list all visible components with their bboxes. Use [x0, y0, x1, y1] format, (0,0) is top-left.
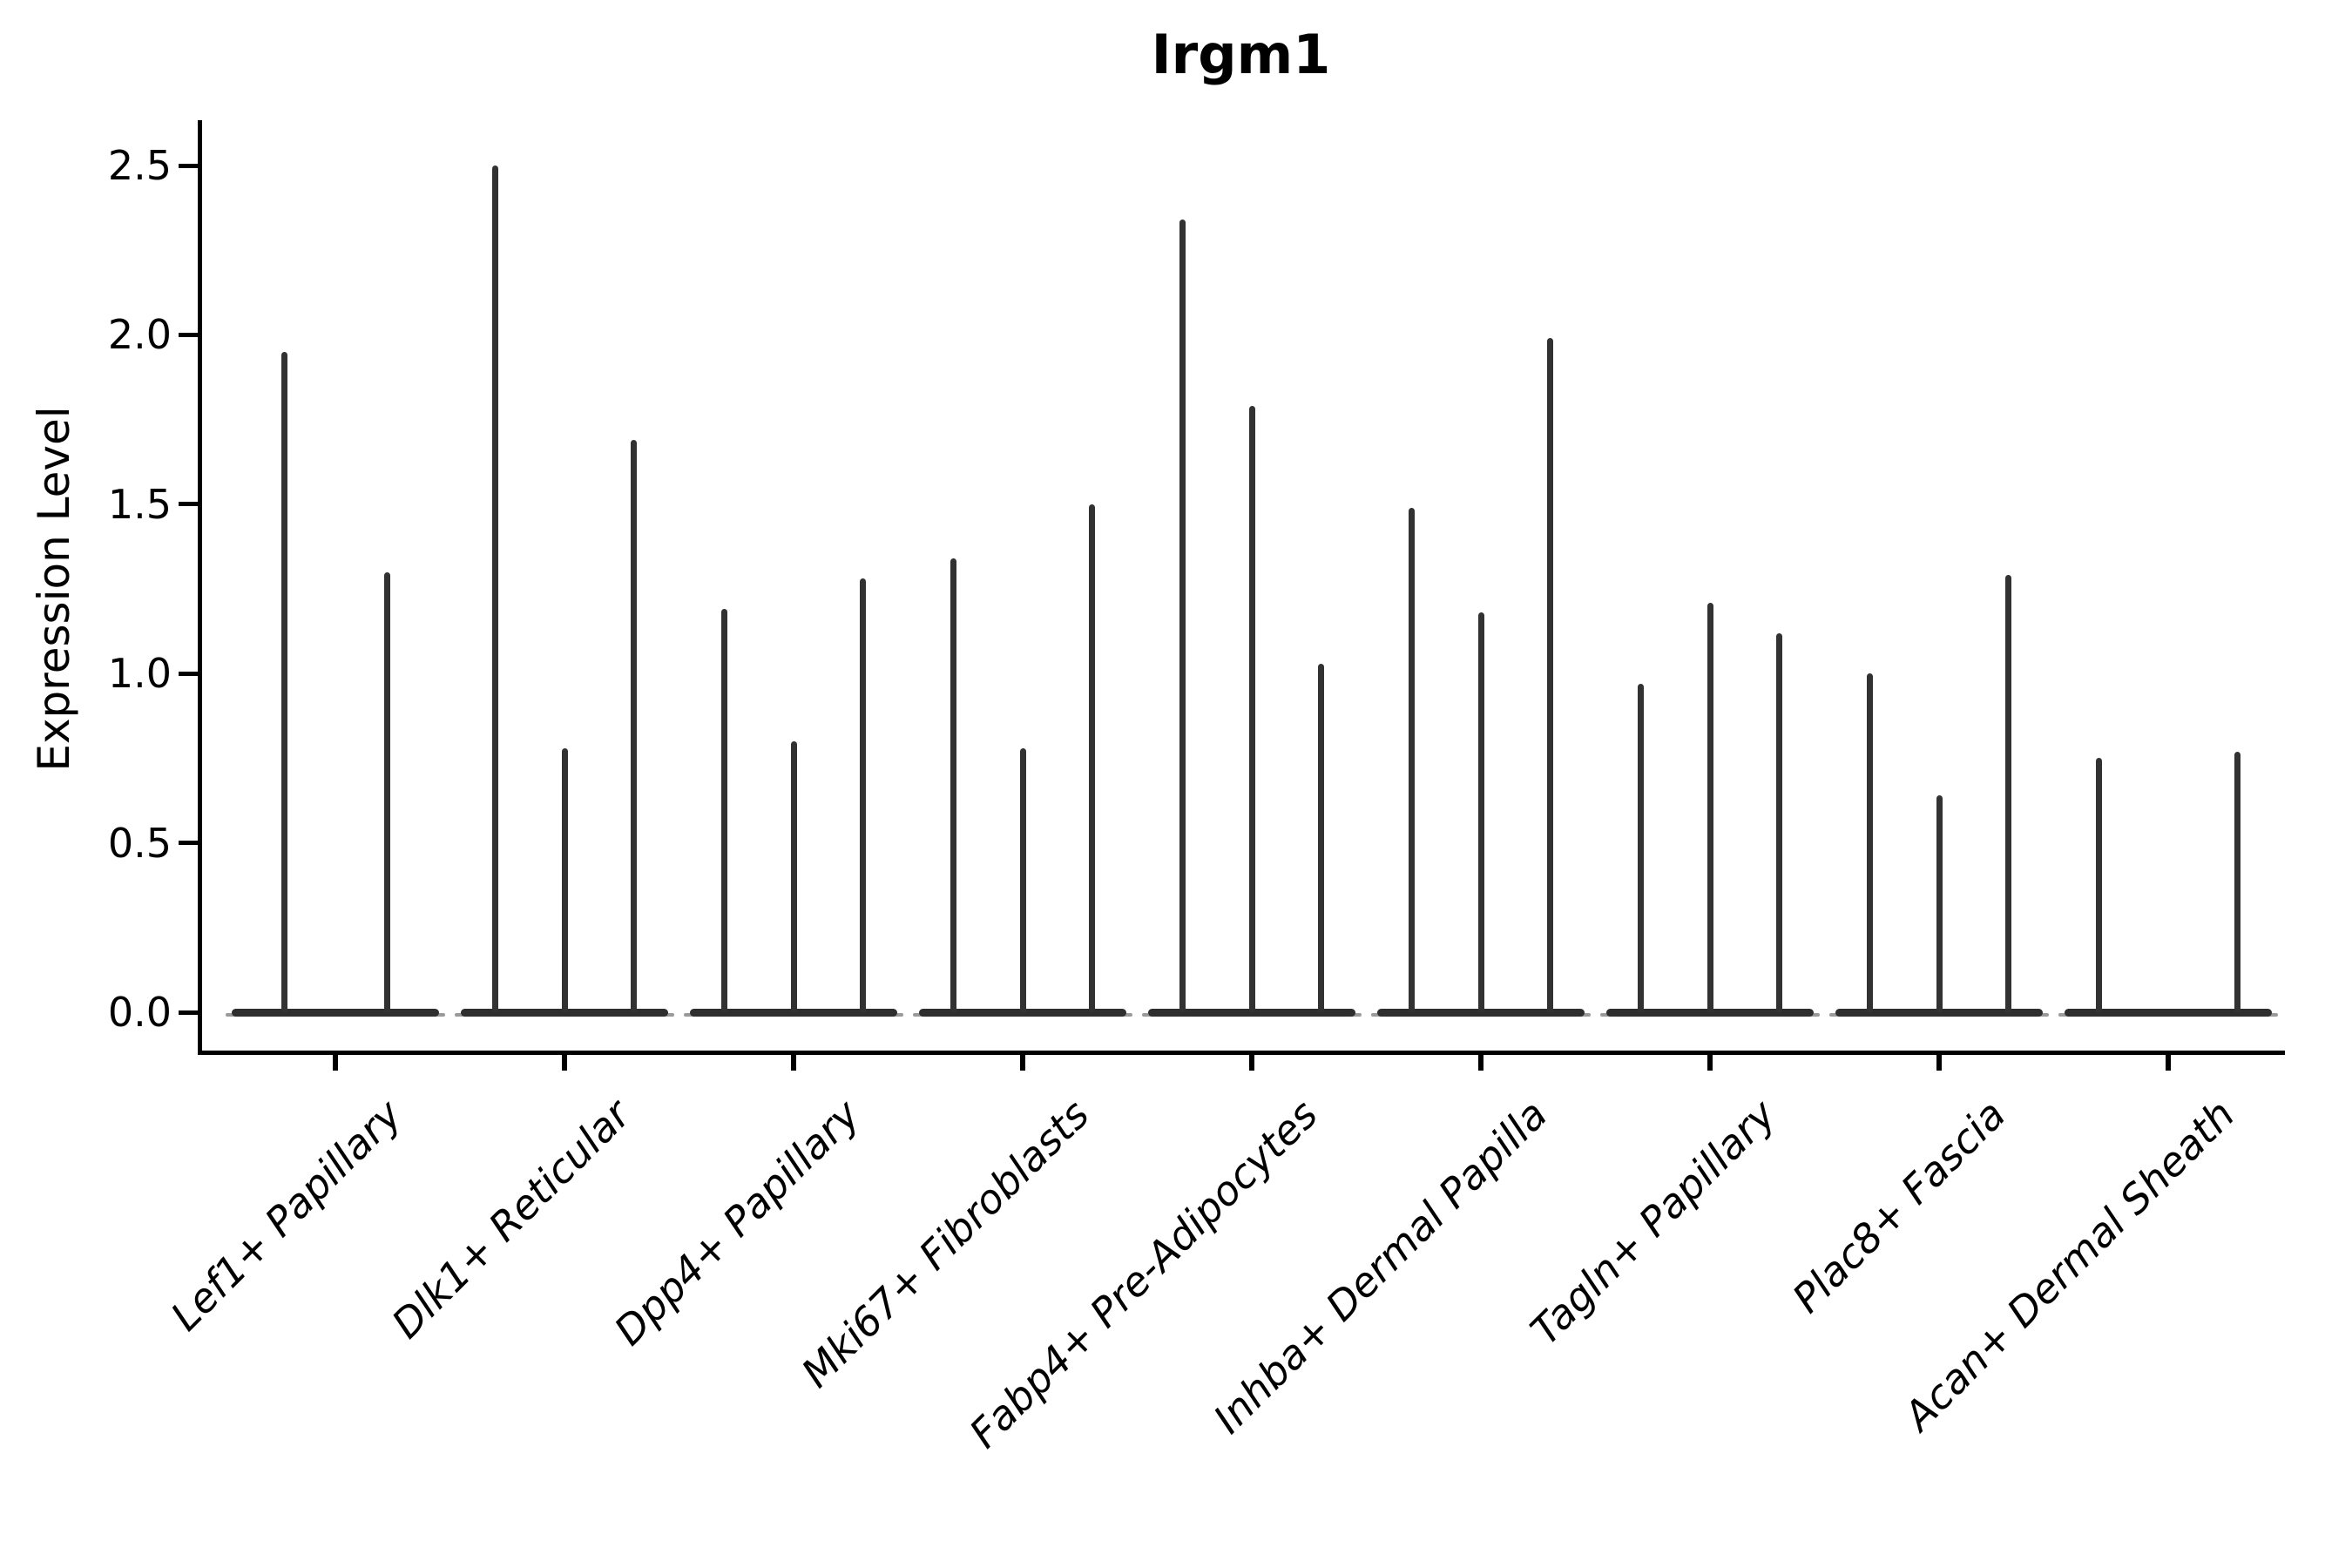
violin-base: [1835, 1009, 2043, 1017]
violin-spike: [1547, 338, 1553, 1012]
plot-title: Irgm1: [1151, 23, 1331, 86]
violin-spike: [280, 351, 287, 1012]
violin-spike: [2096, 758, 2102, 1012]
violin-base: [2065, 1009, 2272, 1017]
y-tick-mark: [179, 332, 198, 337]
y-tick-mark: [179, 1010, 198, 1015]
y-tick-mark: [179, 671, 198, 676]
violin-base: [690, 1009, 897, 1017]
violin-spike: [561, 747, 568, 1012]
y-tick-label: 2.0: [107, 311, 172, 359]
violin-spike: [1776, 632, 1782, 1012]
x-tick-mark: [562, 1053, 567, 1071]
x-tick-mark: [1936, 1053, 1942, 1071]
y-tick-label: 0.5: [107, 819, 172, 867]
x-tick-label: Tagln+ Papillary: [1521, 1091, 1786, 1355]
x-tick-mark: [1020, 1053, 1025, 1071]
violin-spike: [1409, 507, 1415, 1012]
y-axis-label: Expression Level: [29, 406, 79, 772]
y-tick-label: 1.0: [107, 650, 172, 698]
violin-spike: [790, 740, 797, 1012]
y-axis-spine: [198, 120, 202, 1055]
x-tick-mark: [333, 1053, 338, 1071]
y-tick-mark: [179, 163, 198, 168]
violin-spike: [860, 578, 866, 1012]
y-tick-mark: [179, 502, 198, 507]
violin-spike: [1867, 673, 1873, 1012]
violin-spike: [1477, 612, 1484, 1012]
violin-spike: [492, 166, 498, 1012]
y-tick-label: 1.5: [107, 480, 172, 528]
violin-base: [461, 1009, 668, 1017]
y-tick-label: 0.0: [107, 989, 172, 1036]
x-tick-mark: [1249, 1053, 1254, 1071]
x-tick-label: Dlk1+ Reticular: [382, 1091, 640, 1348]
y-tick-mark: [179, 841, 198, 846]
x-tick-label: Plac8+ Fascia: [1782, 1091, 2015, 1322]
x-tick-mark: [1478, 1053, 1484, 1071]
x-tick-mark: [1707, 1053, 1713, 1071]
violin-spike: [1638, 683, 1644, 1012]
violin-spike: [1707, 602, 1713, 1012]
violin-spike: [1318, 663, 1324, 1012]
y-tick-label: 2.5: [107, 142, 172, 189]
x-tick-mark: [791, 1053, 796, 1071]
violin-spike: [631, 439, 637, 1012]
violin-spike: [721, 609, 727, 1012]
violin-base: [1606, 1009, 1814, 1017]
violin-spike: [950, 558, 956, 1012]
x-tick-label: Dpp4+ Papillary: [605, 1091, 869, 1355]
violin-spike: [1179, 220, 1186, 1012]
violin-spike: [1248, 406, 1255, 1012]
violin-base: [1148, 1009, 1355, 1017]
violin-spike: [2005, 575, 2011, 1012]
violin-spike: [2234, 751, 2240, 1012]
violin-spike: [1936, 795, 1943, 1012]
violin-spike: [383, 571, 390, 1012]
violin-spike: [1089, 504, 1095, 1012]
x-axis-spine: [198, 1051, 2285, 1055]
violin-base: [1377, 1009, 1585, 1017]
x-tick-mark: [2166, 1053, 2171, 1071]
x-tick-label: Lef1+ Papillary: [161, 1091, 411, 1340]
violin-base: [919, 1009, 1126, 1017]
violin-base: [232, 1009, 439, 1017]
violin-spike: [1019, 747, 1026, 1012]
